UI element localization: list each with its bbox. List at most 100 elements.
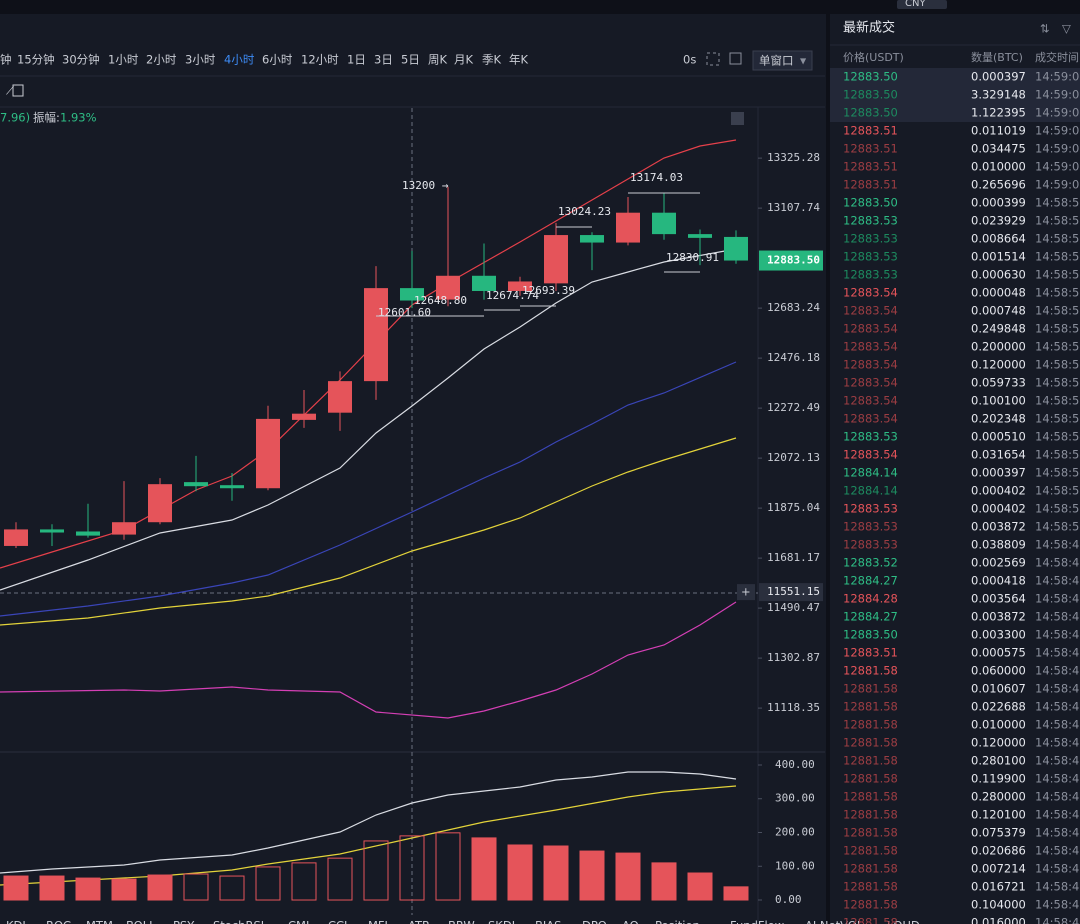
interval-button[interactable]: 季K [482, 53, 501, 67]
indicator-tab[interactable]: CCI [328, 919, 347, 924]
volume-bar [363, 840, 389, 901]
interval-button[interactable]: 1小时 [108, 53, 139, 67]
trade-time: 14:58:50 [1035, 520, 1080, 534]
trade-amount: 0.120000 [971, 736, 1026, 750]
column-header: 成交时间 [1035, 50, 1079, 64]
indicator-tab[interactable]: MTM [86, 919, 113, 924]
interval-button[interactable]: 年K [509, 53, 528, 67]
indicator-tab[interactable]: ATR [408, 919, 430, 924]
trade-time: 14:59:00 [1035, 178, 1080, 192]
indicator-tab[interactable]: BOLL [126, 919, 156, 924]
trade-amount: 0.200000 [971, 340, 1026, 354]
trade-price: 12883.53 [843, 214, 898, 228]
trade-price: 12881.58 [843, 880, 898, 894]
trade-price: 12883.50 [843, 196, 898, 210]
trade-price: 12883.51 [843, 124, 898, 138]
indicator-tab[interactable]: CMI [288, 919, 309, 924]
trade-amount: 0.016000 [971, 916, 1026, 924]
row-highlight [830, 68, 1080, 86]
screenshot-icon[interactable] [729, 52, 742, 65]
trade-time: 14:58:47 [1035, 574, 1080, 588]
indicator-tab[interactable]: ROC [46, 919, 71, 924]
trade-time: 14:59:07 [1035, 106, 1080, 120]
indicator-tab[interactable]: FundFlow [730, 919, 784, 924]
price-tick-label: 11875.04 [767, 501, 820, 514]
trade-amount: 0.280000 [971, 790, 1026, 804]
interval-button[interactable]: 3小时 [185, 53, 216, 67]
trade-price: 12883.50 [843, 106, 898, 120]
interval-button[interactable]: 5日 [401, 53, 420, 67]
amplitude: 1.93% [60, 111, 97, 125]
candle-body [112, 522, 136, 535]
trade-time: 14:58:55 [1035, 376, 1080, 390]
trade-time: 14:58:45 [1035, 880, 1080, 894]
interval-button[interactable]: 6小时 [262, 53, 293, 67]
trade-price: 12883.50 [843, 70, 898, 84]
indicator-tab[interactable]: StochRSI [213, 919, 264, 924]
indicator-tab[interactable]: MFI [368, 919, 388, 924]
trade-amount: 0.034475 [971, 142, 1026, 156]
indicator-tab[interactable]: AI.NetVOL [805, 919, 864, 924]
interval-button[interactable]: 2小时 [146, 53, 177, 67]
draw-tool-icon[interactable]: ⟋ [6, 84, 15, 98]
volume-tick-label: 0.00 [775, 893, 802, 906]
trade-price: 12883.54 [843, 286, 898, 300]
indicator-tab[interactable]: LQUD [887, 919, 920, 924]
candle-body [292, 413, 316, 420]
last-price-tag [759, 250, 823, 271]
interval-button[interactable]: 1日 [347, 53, 366, 67]
trade-price: 12883.53 [843, 538, 898, 552]
trade-time: 14:58:45 [1035, 844, 1080, 858]
interval-button[interactable]: 30分钟 [62, 53, 100, 67]
indicator-tab[interactable]: KDJ [6, 919, 26, 924]
interval-button[interactable]: 钟 [0, 53, 12, 67]
fullscreen-icon[interactable] [706, 52, 720, 66]
interval-button[interactable]: 周K [428, 53, 447, 67]
trade-amount: 0.008664 [971, 232, 1026, 246]
trade-amount: 0.000402 [971, 484, 1026, 498]
trade-price: 12881.58 [843, 916, 898, 924]
trade-price: 12883.54 [843, 376, 898, 390]
trade-time: 14:58:49 [1035, 556, 1080, 570]
volume-bar [291, 862, 317, 901]
delete-icon[interactable] [12, 84, 24, 97]
candle-body [328, 381, 352, 413]
trade-price: 12881.58 [843, 700, 898, 714]
trade-amount: 0.000399 [971, 196, 1026, 210]
volume-bar [651, 862, 677, 901]
info-prefix: 7.96) [0, 111, 30, 125]
indicator-tab[interactable]: BIAS [535, 919, 561, 924]
trade-amount: 0.010607 [971, 682, 1026, 696]
pane-icon[interactable] [731, 112, 744, 125]
price-tick-label: 11681.17 [767, 551, 820, 564]
candle-body [508, 281, 532, 291]
indicator-tab[interactable]: BRW [448, 919, 475, 924]
interval-button[interactable]: 3日 [374, 53, 393, 67]
trade-amount: 0.000397 [971, 70, 1026, 84]
trade-price: 12883.54 [843, 322, 898, 336]
indicator-tab[interactable]: PSY [173, 919, 195, 924]
trade-amount: 3.329148 [971, 88, 1026, 102]
candle-body [616, 212, 640, 243]
interval-button[interactable]: 月K [454, 53, 473, 67]
trade-price: 12883.53 [843, 232, 898, 246]
filter-icon[interactable]: ▽ [1062, 22, 1071, 36]
sort-icon[interactable]: ⇅ [1040, 22, 1050, 36]
trade-price: 12883.53 [843, 250, 898, 264]
interval-button[interactable]: 15分钟 [17, 53, 55, 67]
indicator-tab[interactable]: Position [655, 919, 700, 924]
trade-price: 12883.51 [843, 646, 898, 660]
trade-amount: 0.001514 [971, 250, 1026, 264]
trade-price: 12881.58 [843, 808, 898, 822]
trade-time: 14:58:55 [1035, 340, 1080, 354]
interval-button[interactable]: 12小时 [301, 53, 339, 67]
indicator-tab[interactable]: DPO [582, 919, 607, 924]
window-select[interactable] [752, 50, 813, 71]
currency-select[interactable] [897, 0, 947, 9]
interval-button[interactable]: 4小时 [224, 53, 255, 67]
trade-time: 14:58:56 [1035, 268, 1080, 282]
volume-tick-label: 100.00 [775, 859, 815, 872]
crosshair-add[interactable] [737, 584, 755, 601]
indicator-tab[interactable]: AO [622, 919, 639, 924]
indicator-tab[interactable]: SKDJ [488, 919, 515, 924]
